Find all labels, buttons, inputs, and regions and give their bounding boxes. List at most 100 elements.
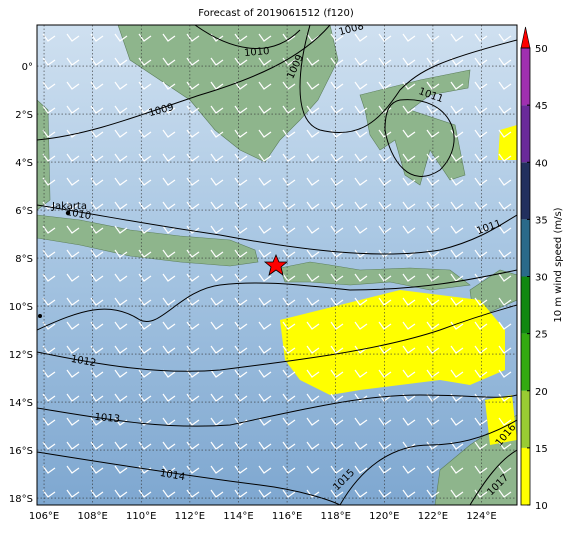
wind-barb [330,105,344,114]
wind-barb [66,441,80,450]
wind-barb [330,81,344,90]
wind-barb [66,369,80,378]
wind-barb [138,417,152,426]
wind-barb [498,369,512,378]
x-tick-label: 120°E [369,511,399,522]
title: Forecast of 2019061512 (f120) [198,8,354,19]
wind-barb [330,249,344,258]
x-tick-label: 112°E [175,511,205,522]
wind-barb [138,81,152,90]
wind-barb [330,297,344,306]
wind-barb [258,177,272,186]
wind-barb [138,177,152,186]
wind-barb [474,33,488,42]
wind-barb [42,321,56,330]
wind-barb [258,201,272,210]
wind-barb [450,249,464,258]
wind-barb [234,465,248,474]
wind-barb [186,465,200,474]
wind-barb [138,105,152,114]
wind-barb [114,465,128,474]
wind-barb [450,297,464,306]
wind-barb [186,225,200,234]
wind-barb [66,249,80,258]
wind-barb [162,321,176,330]
wind-barb [90,153,104,162]
wind-barb [234,177,248,186]
wind-barb [282,441,296,450]
wind-barb [258,81,272,90]
colorbar-segment [521,447,530,505]
wind-barb [258,57,272,66]
colorbar-segment [521,105,530,163]
wind-barb [90,81,104,90]
wind-barb [330,417,344,426]
wind-barb [402,345,416,354]
wind-barb [474,297,488,306]
contour-label: 1014 [159,468,186,483]
wind-barb [450,489,464,498]
wind-barb [138,297,152,306]
wind-barb [402,393,416,402]
wind-barb [42,417,56,426]
wind-barb [210,441,224,450]
wind-barb [66,297,80,306]
map-frame [36,24,518,506]
wind-barb [426,249,440,258]
wind-barb [114,489,128,498]
wind-barb [402,225,416,234]
wind-barb [282,393,296,402]
wind-barb [114,393,128,402]
wind-barb [474,489,488,498]
wind-barb [354,177,368,186]
wind-barb [474,417,488,426]
wind-barb [378,273,392,282]
wind-barb [90,249,104,258]
wind-barb [402,105,416,114]
wind-barb [426,177,440,186]
wind-barb [210,273,224,282]
wind-barb [330,441,344,450]
wind-barb [282,345,296,354]
wind-barb [138,201,152,210]
wind-barb [378,369,392,378]
wind-barb [306,177,320,186]
wind-barb [282,177,296,186]
wind-barb [210,201,224,210]
wind-barb [138,321,152,330]
wind-barb [210,105,224,114]
wind-barb [402,297,416,306]
wind-barb [426,345,440,354]
wind-barb [282,225,296,234]
wind-barb [210,81,224,90]
wind-barb [66,345,80,354]
wind-barb [426,321,440,330]
y-tick-label: 2°S [15,110,33,121]
wind-barb [282,489,296,498]
wind-barb [114,297,128,306]
wind-barb [138,249,152,258]
sulawesi [359,69,471,186]
colorbar-segment [521,276,530,334]
wind-barb [402,129,416,138]
wind-barb [378,129,392,138]
wind-barb [162,393,176,402]
wind-barb [378,177,392,186]
wind-barb [210,393,224,402]
wind-barb [66,201,80,210]
wind-barb [162,177,176,186]
wind-barb [474,345,488,354]
wind-barb [162,33,176,42]
wind-barb [162,201,176,210]
wind-barb [306,345,320,354]
wind-barb [354,369,368,378]
city-marker [65,210,71,216]
wind-barb [66,465,80,474]
contour-label: 1010 [65,207,92,222]
wind-barb [426,225,440,234]
wind-barb [498,345,512,354]
wind-barb [426,33,440,42]
wind-barb [330,465,344,474]
wind-barb [402,321,416,330]
wind-barb [258,465,272,474]
